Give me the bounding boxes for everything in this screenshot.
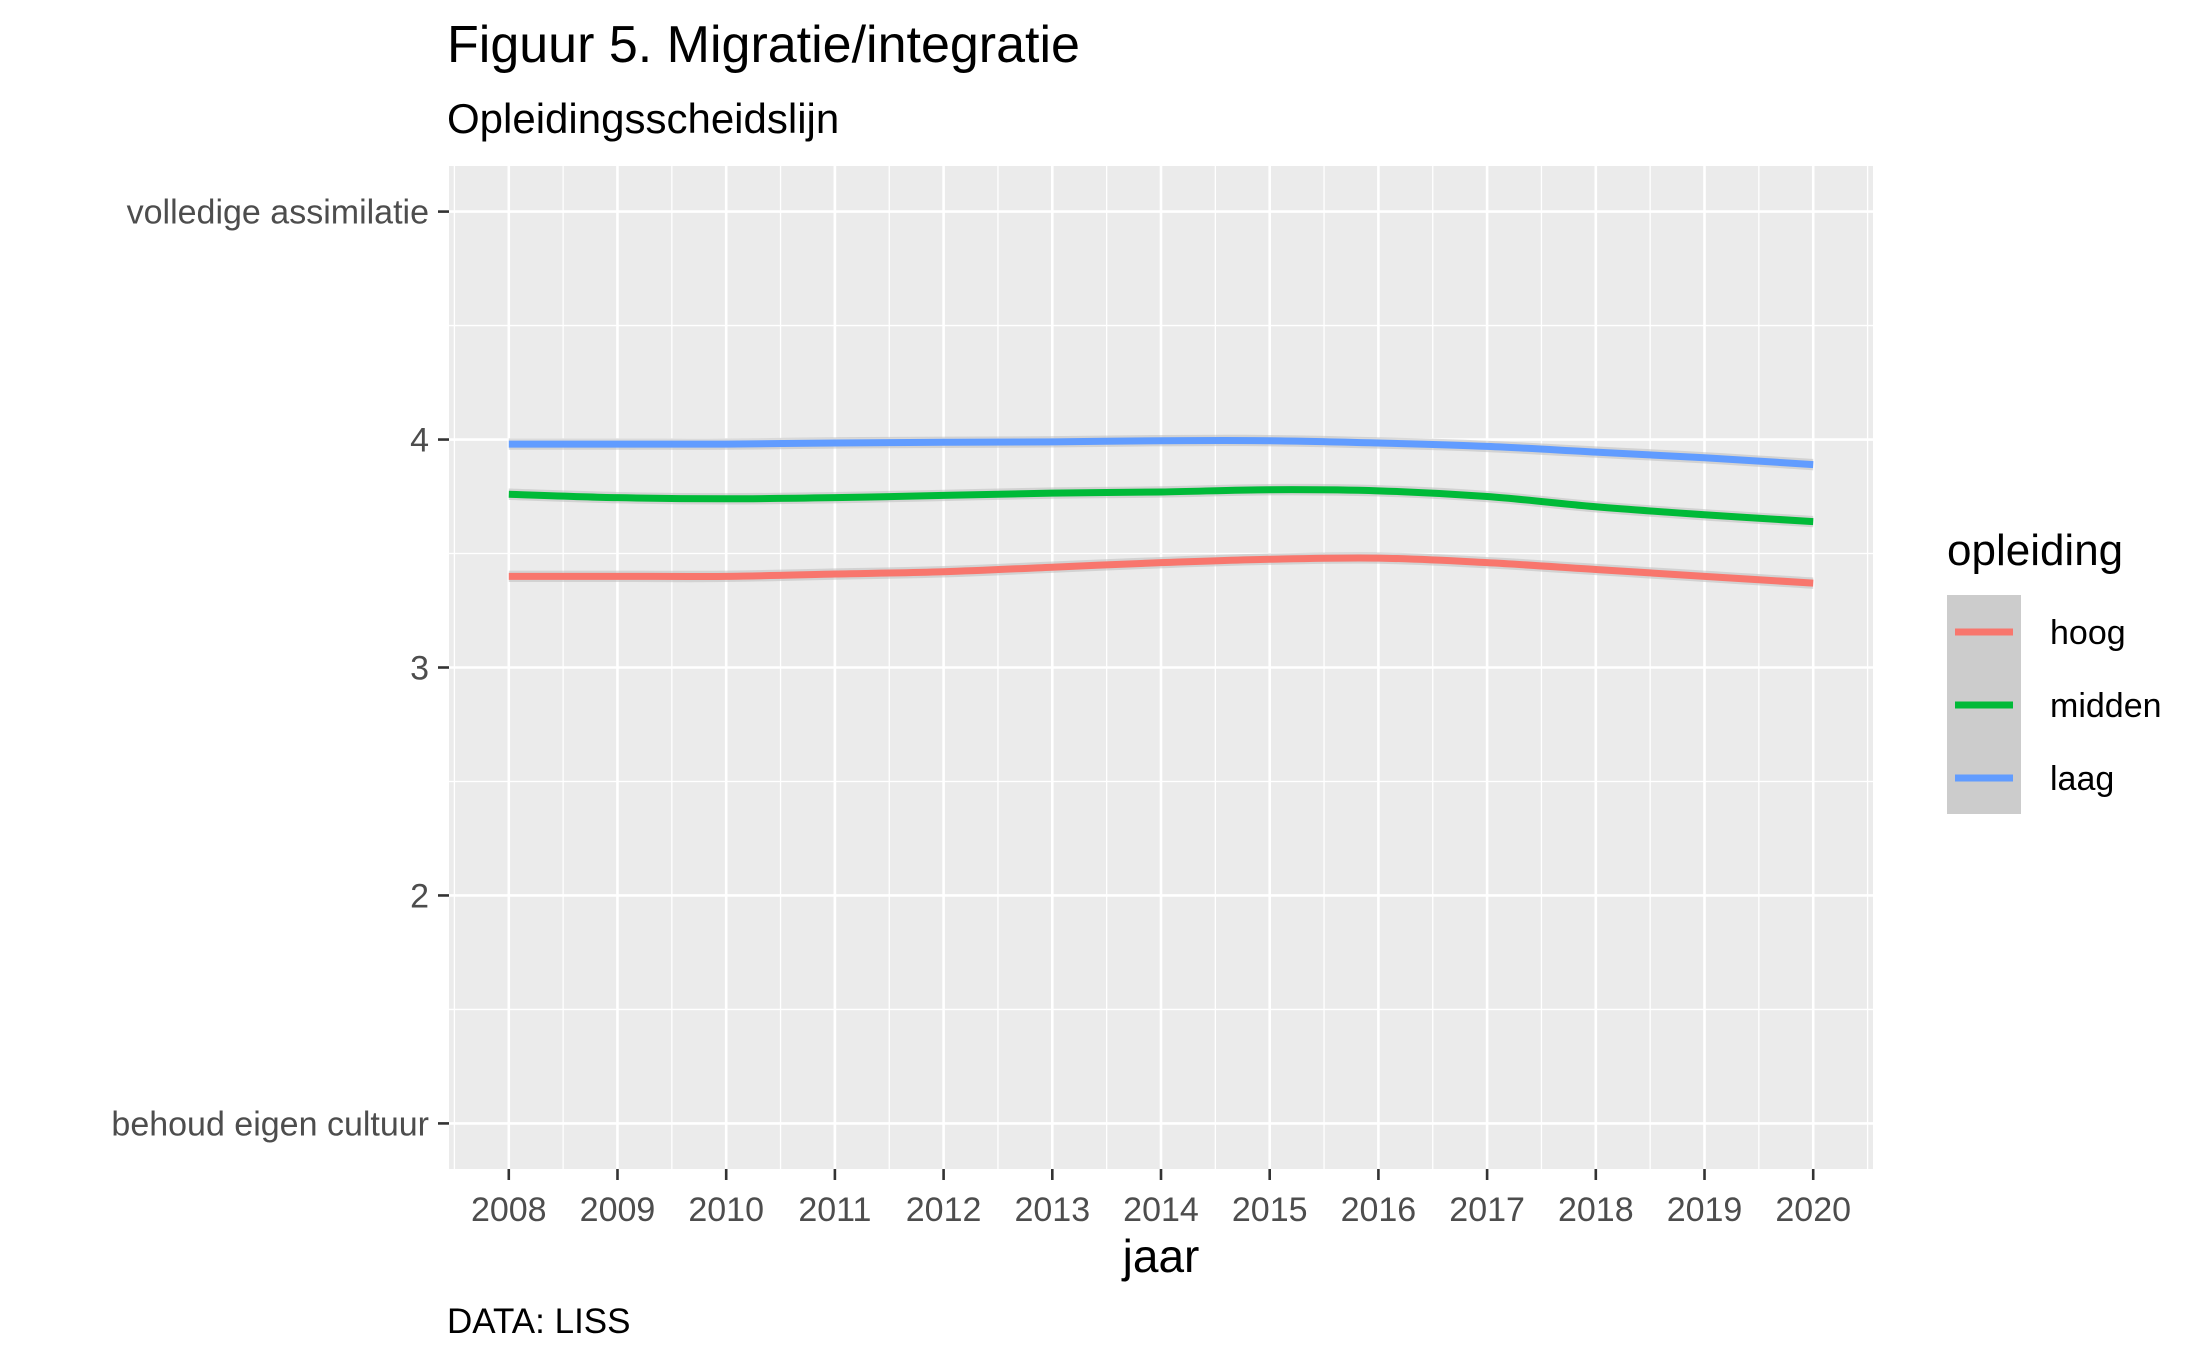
series-line-laag	[508, 436, 1814, 469]
x-tick-label: 2009	[580, 1191, 656, 1229]
x-tick-label: 2015	[1232, 1191, 1308, 1229]
x-tick-label: 2013	[1014, 1191, 1090, 1229]
legend-title: opleiding	[1947, 526, 2123, 575]
x-tick-label: 2016	[1341, 1191, 1417, 1229]
y-tick-label: 4	[410, 422, 429, 460]
legend-items: hoog midden laag	[1955, 614, 2162, 798]
legend-label-laag: laag	[2050, 760, 2114, 798]
y-tick-label: behoud eigen cultuur	[111, 1105, 429, 1143]
x-tick-label: 2019	[1667, 1191, 1743, 1229]
x-tick-label: 2008	[471, 1191, 547, 1229]
chart-subtitle: Opleidingsscheidslijn	[447, 95, 839, 142]
legend-label-hoog: hoog	[2050, 614, 2126, 652]
y-tick-label: 3	[410, 650, 429, 688]
x-axis-label: jaar	[1121, 1230, 1200, 1282]
x-tick-label: 2017	[1449, 1191, 1525, 1229]
series-line-midden	[508, 486, 1814, 526]
x-tick-label: 2012	[906, 1191, 982, 1229]
x-tick-label: 2018	[1558, 1191, 1634, 1229]
x-tick-label: 2010	[688, 1191, 764, 1229]
y-tick-label: volledige assimilatie	[127, 194, 429, 232]
legend-label-midden: midden	[2050, 687, 2162, 725]
x-tick-label: 2020	[1775, 1191, 1851, 1229]
legend: opleiding hoog midden laag	[1947, 526, 2162, 814]
x-tick-label: 2014	[1123, 1191, 1199, 1229]
x-axis: 2008 2009 2010 2011 2012 2013 2014 2015 2016 2017…	[471, 1169, 1851, 1229]
y-axis: behoud eigen cultuur 2 3 4 volledige assimil…	[111, 194, 449, 1143]
chart-caption: DATA: LISS	[447, 1302, 630, 1341]
grid-major	[449, 166, 1873, 1169]
series-lines	[508, 436, 1814, 587]
chart-title: Figuur 5. Migratie/integratie	[447, 16, 1080, 74]
x-tick-label: 2011	[798, 1191, 871, 1229]
y-tick-label: 2	[410, 877, 429, 915]
series-line-hoog	[508, 554, 1814, 587]
